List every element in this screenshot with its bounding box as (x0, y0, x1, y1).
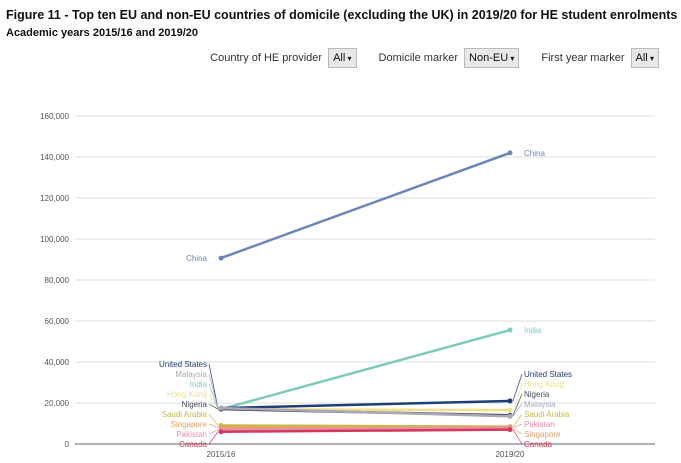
series-label: Saudi Arabia (162, 410, 208, 419)
label-leader (512, 383, 523, 411)
series-label: Malaysia (524, 400, 556, 409)
filter-label: First year marker (541, 52, 625, 64)
series-label: Singapore (524, 430, 561, 439)
y-tick-label: 120,000 (40, 194, 69, 203)
series-label: United States (524, 370, 572, 379)
chart-subtitle: Academic years 2015/16 and 2019/20 (6, 27, 199, 39)
data-point (218, 405, 224, 411)
filter-label: Country of HE provider (210, 52, 323, 64)
series-label: United States (159, 360, 207, 369)
label-leader (512, 423, 523, 428)
y-tick-label: 160,000 (40, 112, 69, 121)
y-tick-label: 40,000 (45, 358, 70, 367)
data-point (507, 407, 513, 413)
label-leader (208, 363, 219, 409)
series-label: India (524, 326, 542, 335)
data-point (218, 255, 224, 261)
country-select[interactable]: All (328, 48, 357, 68)
y-tick-label: 60,000 (45, 317, 70, 326)
series-label: Nigeria (182, 400, 208, 409)
series-label: China (524, 149, 545, 158)
series-line-pakistan (220, 426, 511, 431)
x-tick-label: 2015/16 (207, 450, 236, 459)
filter-bar: Country of HE provider All Domicile marke… (210, 48, 659, 68)
filter-country: Country of HE provider All (210, 48, 357, 68)
series-label: Nigeria (524, 390, 550, 399)
label-leader (512, 393, 523, 416)
series-line-saudi-arabia (220, 424, 511, 428)
chart-title: Figure 11 - Top ten EU and non-EU countr… (6, 8, 678, 22)
y-tick-label: 20,000 (45, 399, 70, 408)
series-line-canada (220, 428, 511, 433)
series-line-india (220, 328, 511, 411)
label-leader (208, 423, 219, 428)
filter-domicile: Domicile marker Non-EU (379, 48, 520, 68)
series-label: Canada (524, 440, 553, 449)
label-leader (512, 428, 523, 435)
series-label: Singapore (171, 420, 208, 429)
series-label: Hong Kong (524, 380, 564, 389)
label-leader (512, 403, 523, 417)
series-label: Pakistan (524, 420, 555, 429)
data-point (507, 413, 513, 419)
y-tick-label: 0 (65, 440, 70, 449)
series-label: Hong Kong (167, 390, 207, 399)
y-tick-label: 140,000 (40, 153, 69, 162)
data-point (507, 427, 513, 433)
label-leader (208, 383, 219, 410)
series-label: Canada (179, 440, 208, 449)
data-point (507, 150, 513, 156)
label-leader (208, 429, 219, 435)
domicile-select[interactable]: Non-EU (464, 48, 520, 68)
series-label: China (186, 254, 207, 263)
filter-first-year: First year marker All (541, 48, 659, 68)
label-leader (512, 413, 523, 427)
series-label: Malaysia (175, 370, 207, 379)
label-leader (512, 429, 523, 445)
series-line-china (220, 151, 511, 260)
data-point (218, 429, 224, 435)
series-line-united-states (220, 399, 511, 410)
label-leader (208, 373, 219, 409)
y-tick-label: 80,000 (45, 276, 70, 285)
series-label: India (190, 380, 208, 389)
x-tick-label: 2019/20 (496, 450, 525, 459)
series-label: Saudi Arabia (524, 410, 570, 419)
first-year-select[interactable]: All (630, 48, 659, 68)
data-point (507, 327, 513, 333)
series-line-malaysia (220, 406, 511, 418)
y-tick-label: 100,000 (40, 235, 69, 244)
series-label: Pakistan (176, 430, 207, 439)
label-leader (208, 431, 219, 445)
label-leader (512, 373, 523, 402)
filter-label: Domicile marker (378, 52, 459, 64)
label-leader (208, 393, 219, 410)
label-leader (208, 413, 219, 426)
label-leader (208, 403, 219, 410)
data-point (507, 398, 513, 404)
